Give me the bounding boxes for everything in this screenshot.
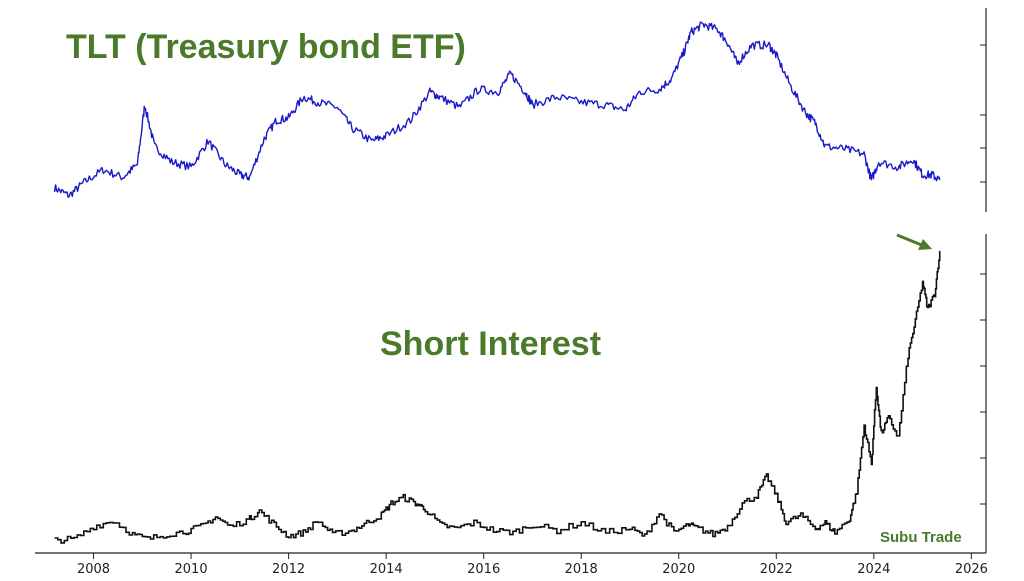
x-tick-label: 2026 [955, 562, 988, 577]
bottom-panel-y-ticks [980, 273, 986, 505]
x-tick-label: 2012 [272, 562, 305, 577]
bottom-panel-title: Short Interest [380, 325, 601, 363]
x-tick-label: 2020 [662, 562, 695, 577]
x-axis-ticks: 2008 2010 2012 2014 2016 2018 2020 2022 2024 2026 [77, 553, 988, 577]
x-tick-label: 2010 [175, 562, 208, 577]
x-tick-label: 2018 [565, 562, 598, 577]
x-tick-label: 2014 [370, 562, 403, 577]
x-tick-label: 2008 [77, 562, 110, 577]
x-tick-label: 2024 [857, 562, 890, 577]
top-panel-title: TLT (Treasury bond ETF) [66, 28, 466, 66]
x-tick-label: 2022 [760, 562, 793, 577]
short-interest-line [54, 250, 941, 544]
watermark-text: Subu Trade [880, 529, 962, 546]
tlt-price-line [53, 21, 941, 198]
top-panel-y-ticks [980, 44, 986, 183]
x-tick-label: 2016 [467, 562, 500, 577]
annotation-arrow [896, 233, 932, 250]
